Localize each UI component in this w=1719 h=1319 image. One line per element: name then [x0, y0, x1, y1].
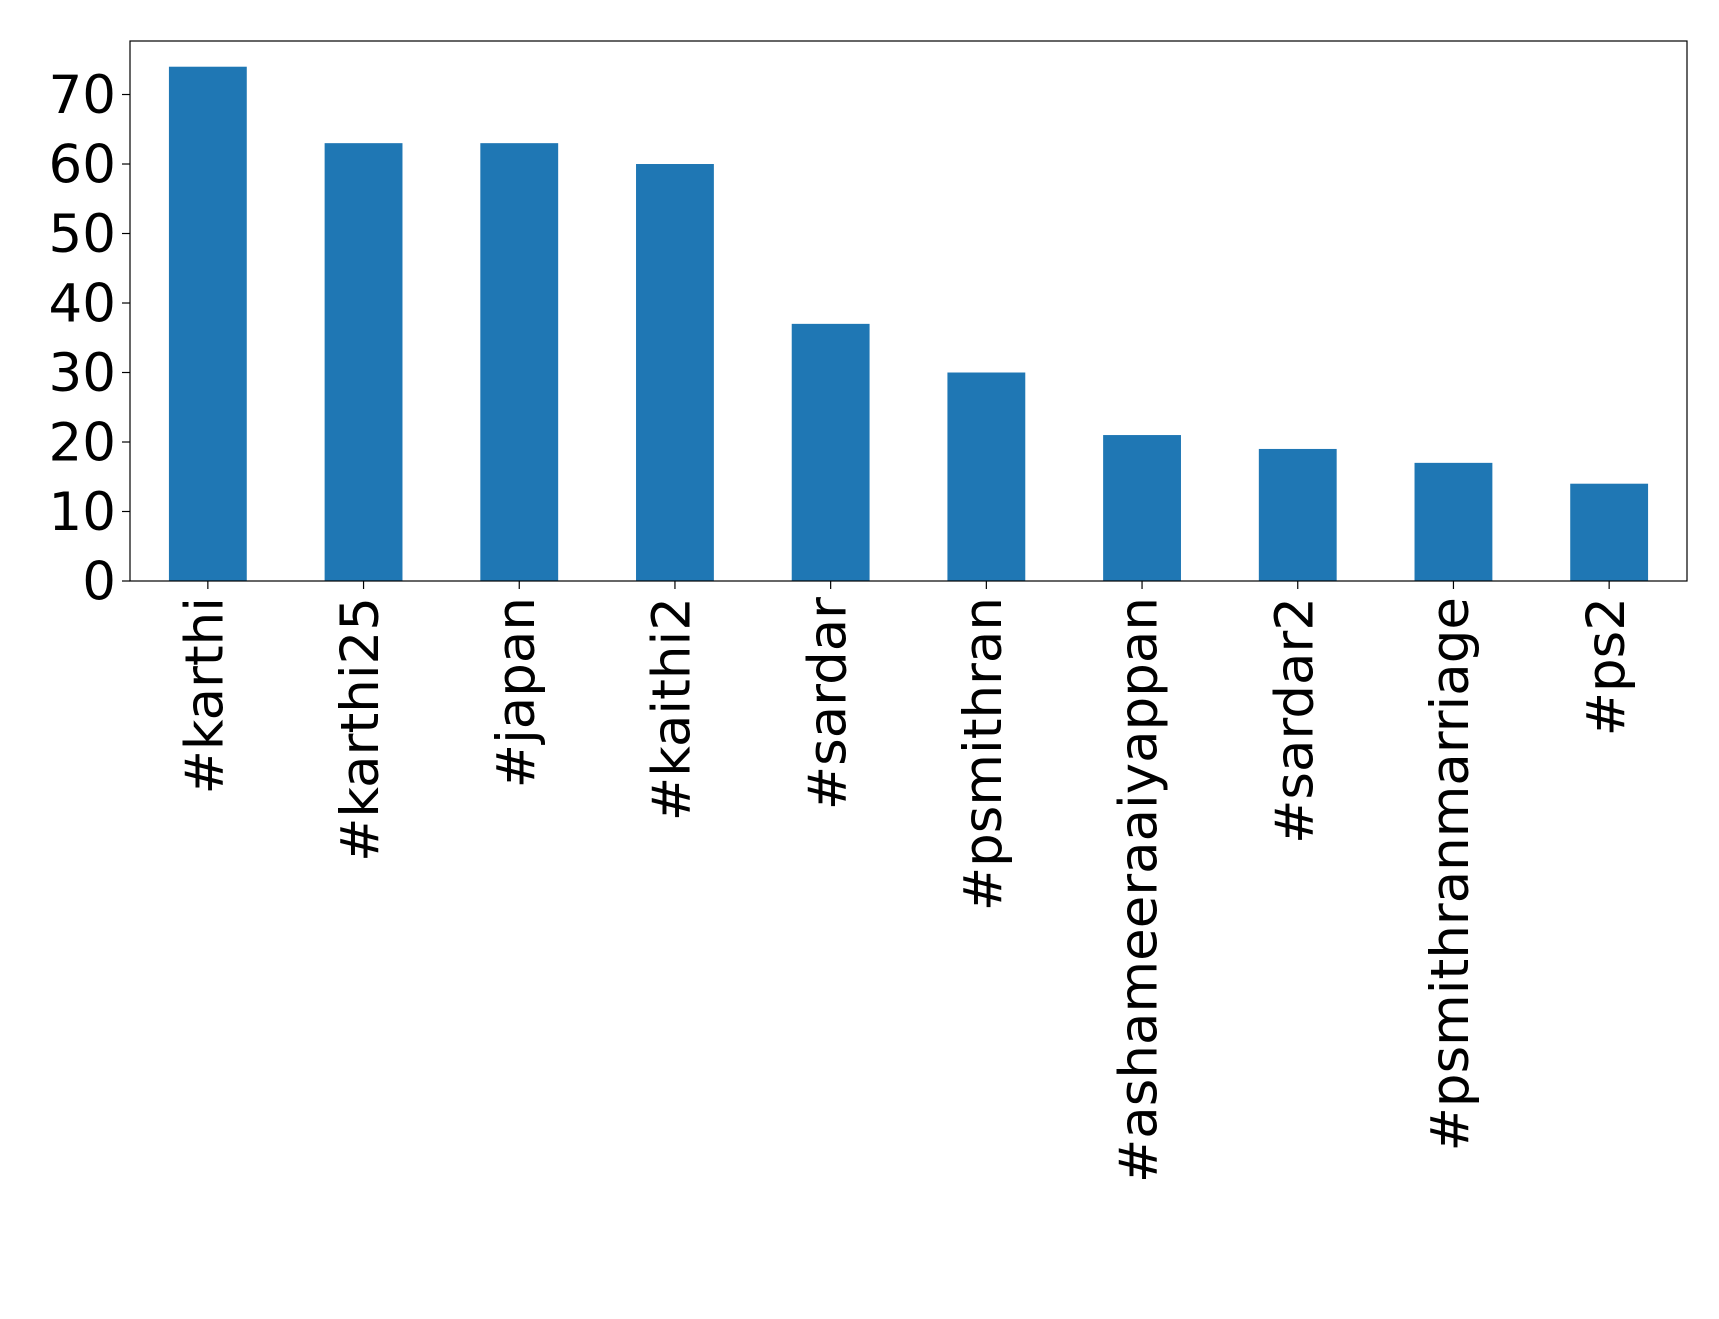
- bar: [1570, 483, 1649, 581]
- x-tick-label: #karthi: [174, 597, 235, 795]
- x-tick-label: #psmithranmarriage: [1420, 597, 1481, 1151]
- y-tick-label: 20: [49, 413, 116, 474]
- bar: [168, 66, 247, 581]
- y-tick-label: 60: [49, 135, 116, 196]
- y-tick-label: 40: [49, 274, 116, 335]
- x-tick-label: #karthi25: [330, 597, 391, 862]
- x-tick-label: #ps2: [1576, 597, 1637, 736]
- x-tick-label: #japan: [486, 597, 547, 788]
- bar: [1414, 462, 1493, 581]
- bar: [947, 372, 1026, 581]
- bar: [480, 143, 559, 581]
- bar: [1103, 435, 1181, 581]
- plot-frame: [129, 40, 1688, 582]
- bar: [1258, 448, 1337, 581]
- bar: [791, 323, 870, 581]
- y-tick-label: 10: [49, 482, 116, 543]
- y-tick-label: 0: [82, 552, 116, 613]
- x-tick-label: #kaithi2: [642, 597, 703, 821]
- bar: [636, 164, 714, 581]
- y-tick-label: 70: [49, 65, 116, 126]
- y-tick-label: 50: [49, 204, 116, 265]
- x-tick-label: #sardar: [797, 597, 858, 810]
- y-tick-label: 30: [49, 343, 116, 404]
- x-tick-label: #psmithran: [953, 597, 1014, 911]
- bar: [324, 143, 403, 581]
- x-tick-label: #ashameeraaiyappan: [1109, 597, 1170, 1183]
- x-tick-label: #sardar2: [1264, 597, 1325, 844]
